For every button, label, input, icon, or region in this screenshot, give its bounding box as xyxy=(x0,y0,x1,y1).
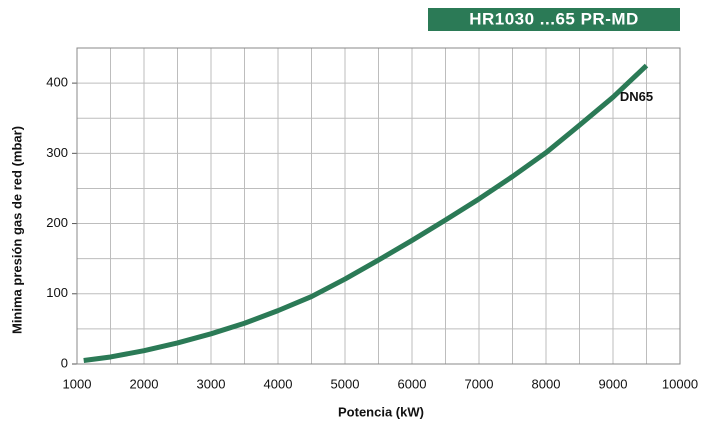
data-line xyxy=(83,63,649,363)
x-tick-label: 3000 xyxy=(197,376,226,391)
y-tick-label: 200 xyxy=(46,215,68,230)
y-tick-label: 100 xyxy=(46,285,68,300)
y-tick-label: 300 xyxy=(46,145,68,160)
title-box xyxy=(428,8,680,31)
x-axis-label: Potencia (kW) xyxy=(338,404,424,419)
x-tick-label: 10000 xyxy=(662,376,698,391)
y-tick-label: 400 xyxy=(46,75,68,90)
x-tick-label: 1000 xyxy=(63,376,92,391)
x-tick-label: 5000 xyxy=(331,376,360,391)
x-tick-label: 8000 xyxy=(532,376,561,391)
x-tick-label: 6000 xyxy=(398,376,427,391)
x-tick-label: 7000 xyxy=(465,376,494,391)
y-axis-label: Minima presión gas de red (mbar) xyxy=(9,126,24,334)
x-tick-label: 4000 xyxy=(264,376,293,391)
x-tick-label: 2000 xyxy=(130,376,159,391)
chart-title: HR1030 ...65 PR-MD xyxy=(469,9,639,28)
x-tick-label: 9000 xyxy=(599,376,628,391)
plot-border xyxy=(76,47,681,365)
series-label: DN65 xyxy=(620,89,653,104)
y-tick-label: 0 xyxy=(61,355,68,370)
